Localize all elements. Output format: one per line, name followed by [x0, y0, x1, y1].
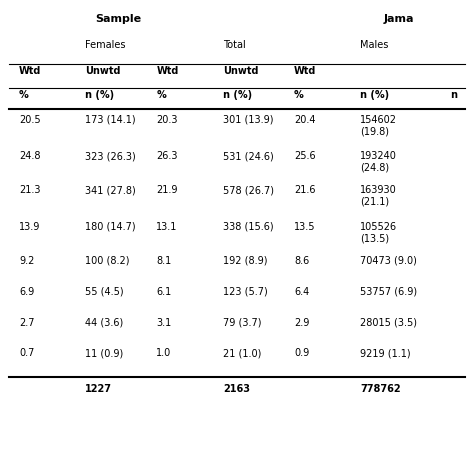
Text: 28015 (3.5): 28015 (3.5) [360, 318, 417, 328]
Text: 6.9: 6.9 [19, 287, 34, 297]
Text: Females: Females [85, 40, 126, 50]
Text: Wtd: Wtd [156, 66, 179, 76]
Text: 2.9: 2.9 [294, 318, 309, 328]
Text: Unwtd: Unwtd [223, 66, 258, 76]
Text: 154602
(19.8): 154602 (19.8) [360, 115, 397, 137]
Text: 531 (24.6): 531 (24.6) [223, 151, 273, 161]
Text: 301 (13.9): 301 (13.9) [223, 115, 273, 125]
Text: 13.9: 13.9 [19, 222, 40, 232]
Text: n (%): n (%) [85, 90, 114, 100]
Text: 193240
(24.8): 193240 (24.8) [360, 151, 397, 173]
Text: n (%): n (%) [223, 90, 252, 100]
Text: Wtd: Wtd [294, 66, 316, 76]
Text: 6.4: 6.4 [294, 287, 309, 297]
Text: 53757 (6.9): 53757 (6.9) [360, 287, 418, 297]
Text: %: % [294, 90, 304, 100]
Text: 20.5: 20.5 [19, 115, 41, 125]
Text: 180 (14.7): 180 (14.7) [85, 222, 136, 232]
Text: 13.1: 13.1 [156, 222, 178, 232]
Text: 323 (26.3): 323 (26.3) [85, 151, 136, 161]
Text: 338 (15.6): 338 (15.6) [223, 222, 273, 232]
Text: %: % [156, 90, 166, 100]
Text: 778762: 778762 [360, 384, 401, 394]
Text: 105526
(13.5): 105526 (13.5) [360, 222, 397, 244]
Text: Sample: Sample [95, 14, 142, 24]
Text: 192 (8.9): 192 (8.9) [223, 256, 267, 266]
Text: 20.3: 20.3 [156, 115, 178, 125]
Text: 24.8: 24.8 [19, 151, 40, 161]
Text: 9.2: 9.2 [19, 256, 34, 266]
Text: 123 (5.7): 123 (5.7) [223, 287, 267, 297]
Text: 11 (0.9): 11 (0.9) [85, 348, 124, 358]
Text: 578 (26.7): 578 (26.7) [223, 185, 274, 195]
Text: Wtd: Wtd [19, 66, 41, 76]
Text: 6.1: 6.1 [156, 287, 172, 297]
Text: 21.3: 21.3 [19, 185, 40, 195]
Text: 341 (27.8): 341 (27.8) [85, 185, 136, 195]
Text: 21 (1.0): 21 (1.0) [223, 348, 261, 358]
Text: 1227: 1227 [85, 384, 112, 394]
Text: 13.5: 13.5 [294, 222, 315, 232]
Text: 21.9: 21.9 [156, 185, 178, 195]
Text: 21.6: 21.6 [294, 185, 315, 195]
Text: 25.6: 25.6 [294, 151, 316, 161]
Text: 3.1: 3.1 [156, 318, 172, 328]
Text: 1.0: 1.0 [156, 348, 172, 358]
Text: 26.3: 26.3 [156, 151, 178, 161]
Text: Jama: Jama [384, 14, 414, 24]
Text: 0.9: 0.9 [294, 348, 309, 358]
Text: 44 (3.6): 44 (3.6) [85, 318, 124, 328]
Text: 173 (14.1): 173 (14.1) [85, 115, 136, 125]
Text: 8.6: 8.6 [294, 256, 309, 266]
Text: 70473 (9.0): 70473 (9.0) [360, 256, 417, 266]
Text: n (%): n (%) [360, 90, 389, 100]
Text: 8.1: 8.1 [156, 256, 172, 266]
Text: 2163: 2163 [223, 384, 250, 394]
Text: Total: Total [223, 40, 246, 50]
Text: %: % [19, 90, 29, 100]
Text: 2.7: 2.7 [19, 318, 35, 328]
Text: 100 (8.2): 100 (8.2) [85, 256, 130, 266]
Text: 20.4: 20.4 [294, 115, 315, 125]
Text: 9219 (1.1): 9219 (1.1) [360, 348, 411, 358]
Text: Males: Males [360, 40, 389, 50]
Text: 55 (4.5): 55 (4.5) [85, 287, 124, 297]
Text: Unwtd: Unwtd [85, 66, 121, 76]
Text: n: n [450, 90, 457, 100]
Text: 0.7: 0.7 [19, 348, 34, 358]
Text: 163930
(21.1): 163930 (21.1) [360, 185, 397, 207]
Text: 79 (3.7): 79 (3.7) [223, 318, 261, 328]
